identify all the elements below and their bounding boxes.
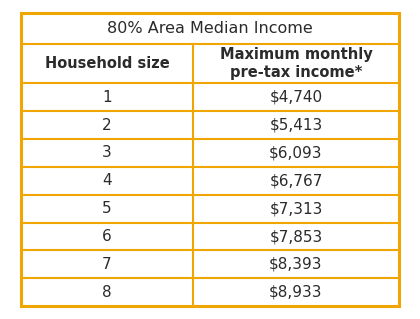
Text: $5,413: $5,413 [269, 117, 323, 132]
Text: Maximum monthly
pre-tax income*: Maximum monthly pre-tax income* [220, 47, 373, 79]
Text: $6,093: $6,093 [269, 145, 323, 160]
Text: $8,393: $8,393 [269, 257, 323, 272]
Text: $8,933: $8,933 [269, 285, 323, 300]
Text: $6,767: $6,767 [269, 173, 323, 188]
Text: 5: 5 [102, 201, 112, 216]
Text: $7,313: $7,313 [269, 201, 323, 216]
Text: $4,740: $4,740 [270, 90, 323, 105]
Text: 4: 4 [102, 173, 112, 188]
Bar [21, 13, 399, 306]
Text: 6: 6 [102, 229, 112, 244]
Text: 80% Area Median Income: 80% Area Median Income [107, 21, 313, 36]
Text: 3: 3 [102, 145, 112, 160]
Text: 2: 2 [102, 117, 112, 132]
Text: $7,853: $7,853 [269, 229, 323, 244]
Text: Household size: Household size [45, 56, 169, 71]
Text: 7: 7 [102, 257, 112, 272]
Text: 8: 8 [102, 285, 112, 300]
Text: 1: 1 [102, 90, 112, 105]
